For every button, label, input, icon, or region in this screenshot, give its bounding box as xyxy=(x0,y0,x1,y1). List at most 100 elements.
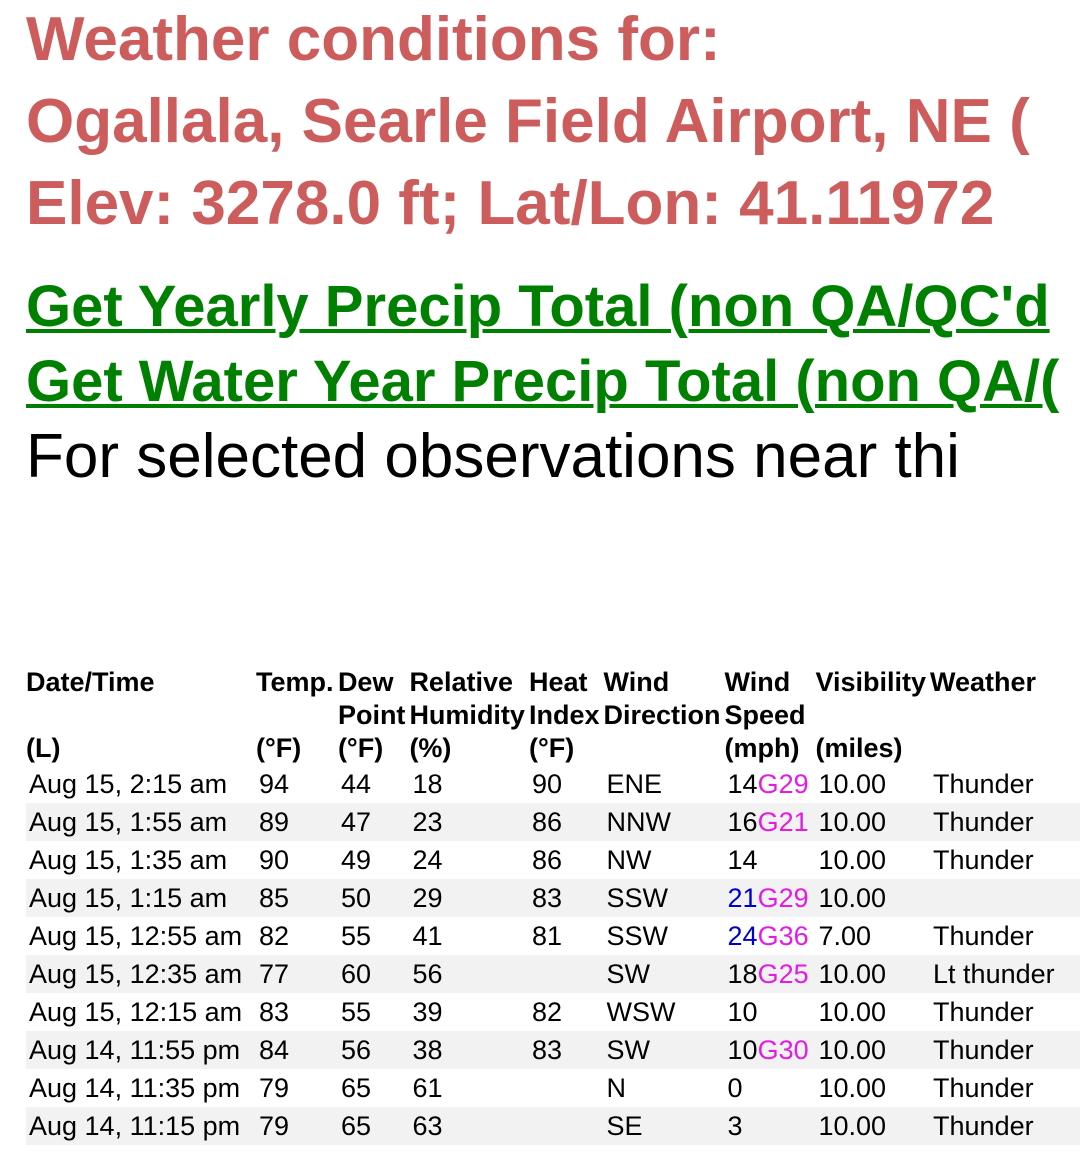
table-row: Aug 14, 11:35 pm 79 65 61 N 0 10.00 Thunder xyxy=(26,1069,1080,1107)
cell-visibility: 7.00 xyxy=(818,921,872,951)
cell-wind-direction: NNW xyxy=(603,803,725,841)
cell-weather: Thunder xyxy=(930,803,1080,841)
unit-dew: (°F) xyxy=(337,733,384,763)
cell-weather xyxy=(930,879,1080,917)
col-header-dir-2: Direction xyxy=(603,700,721,730)
cell-wind-direction: SW xyxy=(603,1031,725,1069)
cell-datetime: Aug 15, 12:15 am xyxy=(29,997,243,1027)
table-row: Aug 15, 1:35 am 90 49 24 86 NW 14 10.00 Thunder xyxy=(26,841,1080,879)
cell-wind-speed: 14 xyxy=(725,841,816,879)
cell-wind-speed: 0 xyxy=(725,1069,816,1107)
cell-wind-direction: SE xyxy=(603,1107,725,1145)
cell-wind-speed: 10 xyxy=(725,993,816,1031)
observations-table: Date/Time Temp. Dew Relative Heat Wind W… xyxy=(26,666,1080,1145)
cell-temp: 90 xyxy=(258,845,289,875)
cell-heat-index xyxy=(528,955,604,993)
col-header-rh-2: Humidity xyxy=(409,700,525,730)
wind-speed-value: 16 xyxy=(727,807,758,837)
cell-humidity: 39 xyxy=(412,997,443,1027)
col-header-dew: Dew xyxy=(337,667,394,697)
cell-temp: 94 xyxy=(258,769,289,799)
cell-humidity: 29 xyxy=(409,879,529,917)
cell-humidity: 61 xyxy=(412,1073,443,1103)
wind-gust-value: G29 xyxy=(757,883,809,913)
yearly-precip-link[interactable]: Get Yearly Precip Total (non QA/QC'd xyxy=(26,274,1050,339)
cell-temp: 85 xyxy=(255,879,338,917)
cell-heat-index: 86 xyxy=(528,803,604,841)
cell-datetime: Aug 15, 1:35 am xyxy=(29,845,228,875)
water-year-precip-link[interactable]: Get Water Year Precip Total (non QA/( xyxy=(26,349,1060,414)
cell-datetime: Aug 15, 1:55 am xyxy=(26,803,256,841)
cell-temp: 82 xyxy=(258,921,289,951)
cell-weather: Thunder xyxy=(933,845,1034,875)
observations-body: Aug 15, 2:15 am 94 44 18 90 ENE 14G29 10.00 Thun… xyxy=(26,765,1080,1145)
col-header-temp-2 xyxy=(256,699,338,732)
wind-speed-value: 14 xyxy=(727,845,758,875)
cell-temp: 89 xyxy=(255,803,338,841)
cell-heat-index xyxy=(528,1107,604,1145)
wind-speed-value: 14 xyxy=(727,769,758,799)
cell-wind-direction: SSW xyxy=(603,879,725,917)
cell-datetime: Aug 14, 11:15 pm xyxy=(26,1107,256,1145)
unit-rh: (%) xyxy=(409,733,452,763)
cell-humidity: 24 xyxy=(412,845,443,875)
wind-gust-value: G25 xyxy=(757,959,809,989)
cell-visibility: 10.00 xyxy=(815,803,931,841)
cell-wind-speed: 21G29 xyxy=(724,879,816,917)
wind-speed-value: 10 xyxy=(727,1035,758,1065)
cell-wind-direction: N xyxy=(606,1073,626,1103)
table-row: Aug 15, 12:35 am 77 60 56 SW 18G25 10.00 Lt thu… xyxy=(26,955,1080,993)
table-row: Aug 15, 2:15 am 94 44 18 90 ENE 14G29 10.00 Thun… xyxy=(26,765,1080,803)
wind-speed-value: 18 xyxy=(727,959,758,989)
cell-datetime: Aug 15, 2:15 am xyxy=(29,769,228,799)
cell-dew-point: 60 xyxy=(337,955,410,993)
station-name-title: Ogallala, Searle Field Airport, NE ( xyxy=(26,87,1030,156)
cell-temp: 84 xyxy=(255,1031,338,1069)
wind-speed-value: 24 xyxy=(727,921,758,951)
cell-dew-point: 56 xyxy=(337,1031,410,1069)
col-header-speed: Wind xyxy=(724,667,791,697)
col-header-temp: Temp. xyxy=(255,667,334,697)
cell-temp: 79 xyxy=(255,1107,338,1145)
cell-visibility: 10.00 xyxy=(815,1031,931,1069)
cell-dew-point: 55 xyxy=(340,921,371,951)
wind-gust-value: G29 xyxy=(757,769,809,799)
cell-dew-point: 50 xyxy=(337,879,410,917)
cell-wind-direction: SSW xyxy=(606,921,668,951)
table-row: Aug 14, 11:15 pm 79 65 63 SE 3 10.00 Thunder xyxy=(26,1107,1080,1145)
cell-dew-point: 44 xyxy=(340,769,371,799)
col-header-heat: Heat xyxy=(528,667,588,697)
col-header-vis: Visibility xyxy=(815,667,927,697)
header-row-2: Point Humidity Index Direction Speed xyxy=(26,699,1080,732)
unit-datetime: (L) xyxy=(26,733,61,763)
col-header-datetime: Date/Time xyxy=(26,667,155,697)
col-header-weather-2 xyxy=(930,699,1080,732)
unit-speed: (mph) xyxy=(724,733,800,763)
cell-dew-point: 49 xyxy=(340,845,371,875)
cell-weather: Thunder xyxy=(933,921,1034,951)
cell-humidity: 23 xyxy=(409,803,529,841)
unit-vis: (miles) xyxy=(815,733,903,763)
cell-visibility: 10.00 xyxy=(815,879,931,917)
col-header-datetime-2 xyxy=(26,699,256,732)
unit-temp: (°F) xyxy=(255,733,302,763)
cell-humidity: 18 xyxy=(412,769,443,799)
wind-speed-value: 10 xyxy=(727,997,758,1027)
cell-heat-index: 90 xyxy=(531,769,562,799)
wind-speed-value: 0 xyxy=(727,1073,743,1103)
wind-speed-value: 3 xyxy=(727,1111,743,1141)
cell-weather: Thunder xyxy=(933,769,1034,799)
cell-humidity: 41 xyxy=(412,921,443,951)
cell-weather: Thunder xyxy=(933,1073,1034,1103)
table-row: Aug 15, 1:15 am 85 50 29 83 SSW 21G29 10.00 xyxy=(26,879,1080,917)
cell-wind-speed: 16G21 xyxy=(724,803,816,841)
cell-heat-index: 81 xyxy=(531,921,562,951)
cell-weather: Thunder xyxy=(930,1107,1080,1145)
col-header-rh: Relative xyxy=(409,667,513,697)
cell-visibility: 10.00 xyxy=(818,997,887,1027)
cell-wind-speed: 14G29 xyxy=(725,765,816,803)
cell-dew-point: 65 xyxy=(337,1107,410,1145)
intro-text: For selected observations near thi xyxy=(26,422,960,491)
cell-weather: Thunder xyxy=(930,1031,1080,1069)
wind-speed-value: 21 xyxy=(727,883,758,913)
